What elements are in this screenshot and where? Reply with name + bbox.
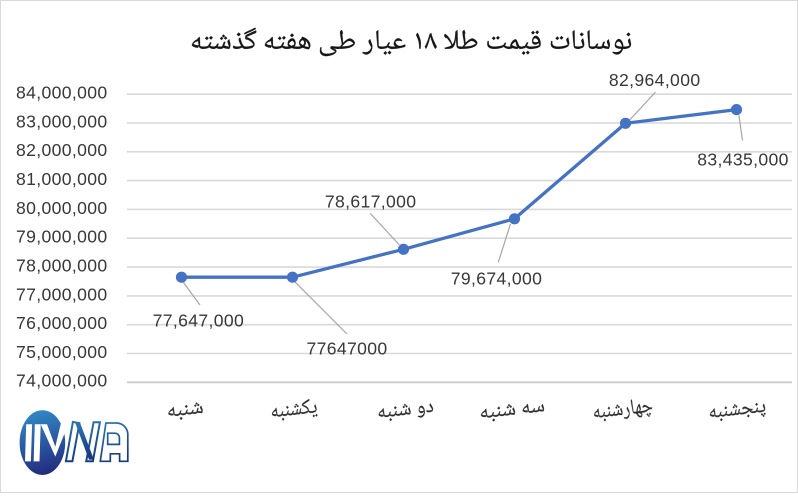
- svg-text:78,000,000: 78,000,000: [16, 256, 108, 276]
- svg-text:75,000,000: 75,000,000: [16, 342, 108, 362]
- svg-text:81,000,000: 81,000,000: [16, 169, 108, 189]
- svg-text:83,000,000: 83,000,000: [16, 111, 108, 131]
- svg-text:80,000,000: 80,000,000: [16, 198, 108, 218]
- svg-text:82,964,000: 82,964,000: [609, 70, 701, 90]
- svg-text:79,000,000: 79,000,000: [16, 227, 108, 247]
- svg-text:84,000,000: 84,000,000: [16, 83, 108, 103]
- svg-text:83,435,000: 83,435,000: [697, 149, 789, 169]
- svg-text:77,000,000: 77,000,000: [16, 284, 108, 304]
- svg-text:79,674,000: 79,674,000: [451, 269, 543, 289]
- svg-text:77647000: 77647000: [306, 339, 387, 359]
- svg-text:78,617,000: 78,617,000: [325, 192, 417, 212]
- svg-text:76,000,000: 76,000,000: [16, 313, 108, 333]
- svg-text:74,000,000: 74,000,000: [16, 371, 108, 391]
- svg-text:82,000,000: 82,000,000: [16, 140, 108, 160]
- svg-text:77,647,000: 77,647,000: [153, 311, 245, 331]
